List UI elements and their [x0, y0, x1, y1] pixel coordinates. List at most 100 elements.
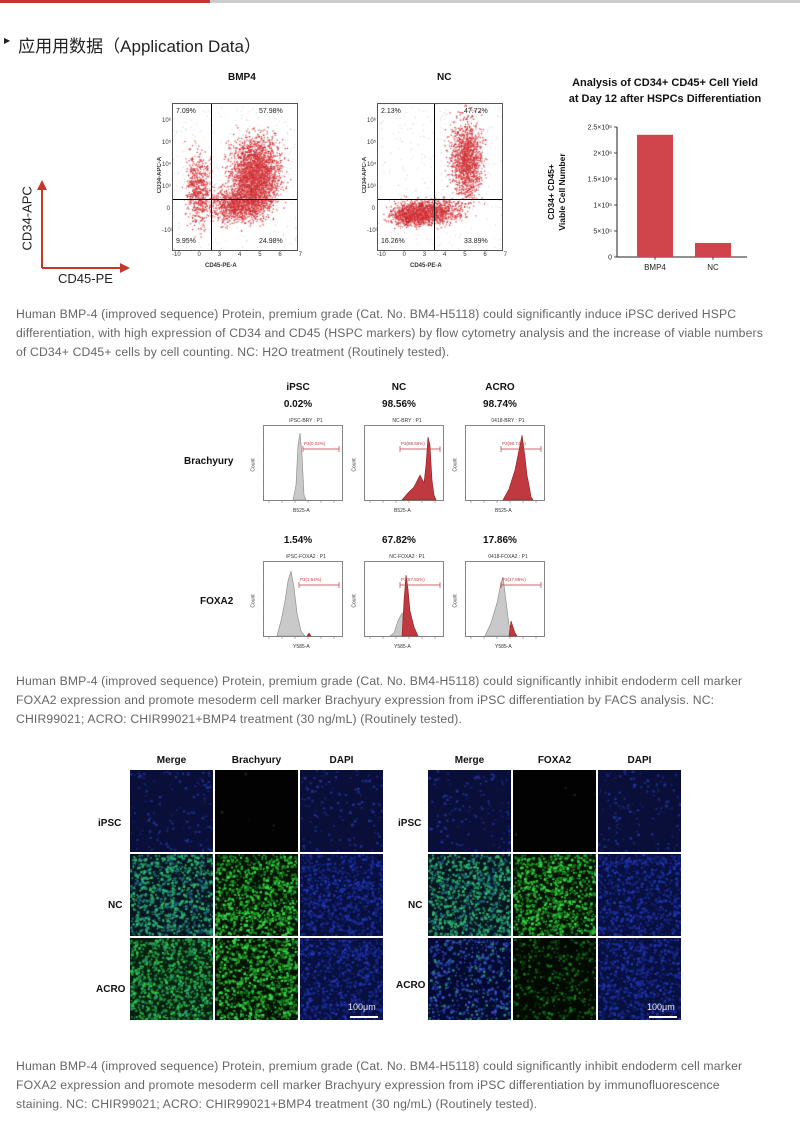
microscopy-image — [428, 770, 511, 852]
scale-bar-label: 100μm — [348, 1002, 376, 1012]
scatter-area: 7.09% 57.98% 9.95% 24.98% — [172, 103, 298, 251]
percent-value: 98.74% — [483, 399, 517, 410]
microscopy-image — [513, 938, 596, 1020]
gate-v — [434, 104, 435, 250]
row-label-foxa2: FOXA2 — [200, 596, 234, 607]
if-header: Brachyury — [231, 755, 282, 766]
bar-ylabel: CD34+ CD45+ Viable Cell Number — [546, 153, 567, 231]
bar-chart: Analysis of CD34+ CD45+ Cell Yield at Da… — [540, 72, 790, 282]
histogram-title: iPSC-FOXA2 : P1 — [286, 554, 326, 560]
histogram-count-label: Count — [452, 458, 459, 472]
histogram-svg: P3(98.74%) — [465, 425, 545, 503]
bar-category-label: BMP4 — [644, 263, 666, 272]
if-header: Merge — [156, 755, 187, 766]
scatter-xlabel: CD45-PE-A — [410, 263, 442, 269]
scale-bar — [649, 1016, 677, 1018]
scatter-yticks: 10⁶ 10⁵ 10⁴ 10³ 0 -10³ — [162, 118, 173, 234]
caption-1: Human BMP-4 (improved sequence) Protein,… — [16, 307, 763, 359]
quadrant-lr: 33.89% — [464, 238, 488, 245]
quadrant-ul: 2.13% — [381, 108, 401, 115]
section-title-text: 应用用数据（Application Data） — [18, 37, 261, 56]
microscopy-image — [215, 938, 298, 1020]
figure-2: iPSC NC ACRO 0.02% 98.56% 98.74% Brachyu… — [170, 378, 570, 658]
histogram-title: NC-FOXA2 : P1 — [389, 554, 425, 560]
histogram-xaxis: Y585-A — [394, 644, 411, 650]
if-row-label: ACRO — [396, 980, 426, 991]
histogram-xaxis: B525-A — [495, 508, 512, 514]
if-header: FOXA2 — [537, 755, 572, 766]
microscopy-image — [130, 770, 213, 852]
caption-3: Human BMP-4 (improved sequence) Protein,… — [16, 1059, 743, 1111]
col-header: NC — [391, 382, 407, 393]
axis-legend-arrows — [37, 180, 130, 273]
histogram-panel: 0418-BRY : P1 Count P3(98.74%) B525-A — [453, 418, 547, 518]
gate-label: P3(98.56%) — [401, 441, 425, 446]
quadrant-ll: 9.95% — [176, 238, 196, 245]
gate-v — [211, 104, 212, 250]
histogram-xaxis: Y585-A — [293, 644, 310, 650]
histogram-count-label: Count — [452, 594, 459, 608]
histogram-count-label: Count — [351, 594, 358, 608]
figure-3: Merge Brachyury DAPI Merge FOXA2 DAPI iP… — [90, 752, 790, 1027]
histogram-title: 0418-FOXA2 : P1 — [488, 554, 528, 560]
bar-ytick-label: 5×10⁵ — [593, 229, 612, 236]
microscopy-image — [428, 938, 511, 1020]
histogram-count-label: Count — [351, 458, 358, 472]
microscopy-image — [428, 854, 511, 936]
scatter-title: BMP4 — [228, 72, 256, 83]
figure-1: CD34-APC CD45-PE BMP4 7.09% 57.98% 9.95%… — [0, 60, 800, 286]
bar-ytick-label: 1×10⁶ — [593, 203, 612, 210]
histogram-count-label: Count — [250, 594, 257, 608]
scatter-xticks: -10 0 3 4 5 6 7 — [172, 252, 302, 258]
quadrant-ul: 7.09% — [176, 108, 196, 115]
histogram-panel: NC-BRY : P1 Count P3(98.56%) B525-A — [352, 418, 446, 518]
histogram-panel: NC-FOXA2 : P1 Count P3(67.82%) Y585-A — [352, 554, 446, 654]
gate-h — [173, 199, 297, 200]
microscopy-image — [598, 854, 681, 936]
gate-label: P3(0.02%) — [304, 441, 326, 446]
top-divider-accent — [0, 0, 210, 3]
histogram-svg: P3(98.56%) — [364, 425, 444, 503]
col-header: iPSC — [286, 382, 310, 393]
bar-ytick-label: 1.5×10⁶ — [588, 177, 613, 184]
microscopy-image — [300, 854, 383, 936]
microscopy-image — [300, 770, 383, 852]
svg-text:Viable Cell Number: Viable Cell Number — [557, 153, 567, 231]
histogram-xaxis: B525-A — [394, 508, 411, 514]
scatter-xticks: -10 0 3 4 5 6 7 — [377, 252, 507, 258]
if-row-label: ACRO — [96, 984, 126, 995]
quadrant-ur: 47.72% — [464, 108, 488, 115]
scatter-area: 2.13% 47.72% 16.26% 33.89% — [377, 103, 503, 251]
gate-label: P3(98.74%) — [502, 441, 526, 446]
if-header: DAPI — [329, 755, 354, 766]
percent-value: 0.02% — [283, 399, 313, 410]
bar-chart-svg: 0 5×10⁵ 1×10⁶ 1.5×10⁶ 2×10⁶ 2.5×10⁶ BMP4 NC CD34… — [546, 125, 747, 272]
histogram-panel: iPSC-FOXA2 : P1 Count P3(1.54%) Y585-A — [251, 554, 345, 654]
histogram-title: 0418-BRY : P1 — [491, 418, 525, 424]
gate-label: P3(67.82%) — [401, 577, 425, 582]
scatter-points — [173, 104, 297, 250]
microscopy-image — [215, 770, 298, 852]
histogram-svg: P3(0.02%) — [263, 425, 343, 503]
percent-value: 98.56% — [382, 399, 416, 410]
scale-bar-label: 100μm — [647, 1002, 675, 1012]
histogram-count-label: Count — [250, 458, 257, 472]
percent-value: 17.86% — [483, 535, 517, 546]
microscopy-image — [130, 938, 213, 1020]
gate-h — [378, 199, 502, 200]
microscopy-image — [513, 770, 596, 852]
if-row-label: NC — [108, 900, 123, 911]
microscopy-image — [513, 854, 596, 936]
histogram-panel: iPSC-BRY : P1 Count P3(0.02%) B525-A — [251, 418, 345, 518]
bar-chart-title: Analysis of CD34+ CD45+ Cell Yield at Da… — [568, 77, 762, 105]
triangle-bullet-icon: ▶ — [4, 36, 11, 45]
scatter-title: NC — [437, 72, 452, 83]
gate-label: P3(17.86%) — [502, 577, 526, 582]
bar-ytick-label: 2×10⁶ — [593, 151, 612, 158]
histogram-panel: 0418-FOXA2 : P1 Count P3(17.86%) Y585-A — [453, 554, 547, 654]
if-row-label: iPSC — [98, 818, 122, 829]
bar-bmp4 — [637, 134, 673, 257]
histogram-svg: P3(17.86%) — [465, 561, 545, 639]
microscopy-image — [130, 854, 213, 936]
if-row-label: NC — [408, 900, 423, 911]
